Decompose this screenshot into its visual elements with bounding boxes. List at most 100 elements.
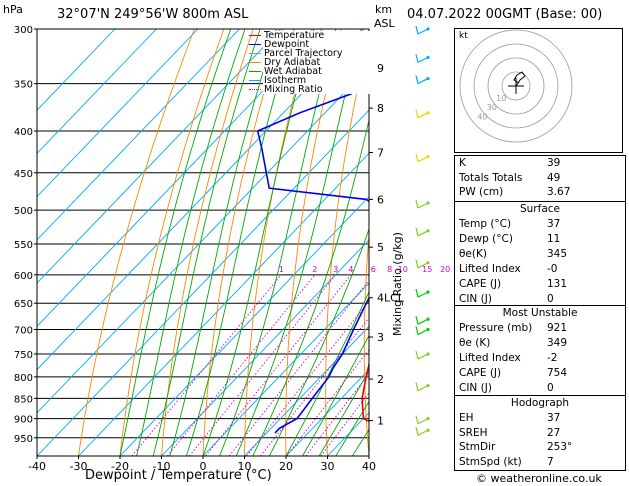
isotherm-line: [285, 368, 369, 456]
x-tick-label: 10: [238, 460, 252, 473]
isotherm-line: [37, 29, 240, 241]
legend-item: Temperature: [249, 31, 373, 40]
index-value: -2: [547, 352, 558, 364]
pressure-tick-label: 950: [14, 434, 33, 445]
wet-adiabat-line: [285, 290, 369, 456]
mixing-ratio-line: [131, 274, 282, 456]
index-row: θe (K) 349: [455, 336, 625, 351]
isotherm-line: [37, 29, 157, 155]
wind-barb-flag: [415, 259, 419, 268]
legend-label: Mixing Ratio: [264, 84, 323, 95]
wind-barb-dot: [426, 327, 430, 332]
index-row: CAPE (J) 754: [455, 366, 625, 381]
legend-label: Dry Adiabat: [264, 57, 321, 68]
mixing-ratio-line: [189, 274, 336, 456]
legend-item: Dry Adiabat: [249, 57, 373, 68]
legend: Temperature Dewpoint Parcel Trajectory Dry …: [249, 31, 373, 95]
mixing-ratio-label: 4: [348, 265, 353, 274]
valid-time-title: 04.07.2022 00GMT (Base: 00): [407, 7, 603, 22]
pressure-tick-label: 300: [14, 25, 33, 36]
pressure-tick-label: 700: [14, 326, 33, 337]
wind-barb-flag: [415, 326, 419, 335]
index-row: CAPE (J) 131: [455, 277, 625, 292]
isotherm-line: [161, 239, 369, 456]
wind-barb-staff: [417, 291, 429, 298]
x-tick-label: 30: [321, 460, 335, 473]
index-value: 37: [547, 412, 561, 424]
pressure-tick-label: 550: [14, 240, 33, 251]
indices-panel: K 39 Totals Totals 49 PW (cm) 3.67: [454, 155, 626, 203]
wind-barb-dot: [426, 27, 430, 31]
index-label: K: [459, 157, 466, 169]
index-label: θe (K): [459, 337, 491, 349]
wet-adiabat-line: [169, 29, 277, 456]
hodograph-stats-panel: Hodograph EH 37 SREH 27 StmDir 253° StmSpd (kt…: [454, 395, 626, 471]
pressure-tick-label: 600: [14, 271, 33, 282]
index-row: Temp (°C) 37: [455, 217, 625, 232]
index-label: SREH: [459, 426, 488, 439]
index-row: PW (cm) 3.67: [455, 185, 625, 200]
wind-barb-staff: [417, 112, 429, 119]
index-label: CAPE (J): [459, 367, 502, 379]
index-row: EH 37: [455, 411, 625, 426]
index-value: 11: [547, 233, 561, 245]
wind-barb-dot: [426, 352, 430, 356]
isotherm-line: [37, 29, 199, 198]
index-label: Temp (°C): [459, 218, 512, 230]
height-tick-label: 4LCL: [377, 292, 405, 305]
mixing-ratio-label: 1: [279, 265, 284, 274]
index-value: 3.67: [547, 186, 571, 198]
mixing-ratio-line: [205, 274, 352, 456]
legend-swatch: [249, 80, 261, 81]
wind-barb-flag: [415, 75, 419, 84]
height-tick-label: 1: [377, 415, 384, 428]
legend-label: Wet Adiabat: [264, 66, 322, 77]
legend-item: Mixing Ratio: [249, 84, 373, 95]
legend-label: Dewpoint: [264, 39, 310, 50]
x-axis-label: Dewpoint / Temperature (°C): [85, 468, 272, 483]
index-value: 49: [547, 171, 561, 184]
wind-barb-flag: [415, 153, 419, 162]
x-tick-label: 20: [279, 460, 293, 473]
pressure-tick-label: 650: [14, 299, 33, 310]
dry-adiabat-line: [78, 29, 195, 456]
legend-item: Wet Adiabat: [249, 66, 373, 77]
index-label: θe(K): [459, 248, 487, 260]
index-row: K 39: [455, 156, 625, 171]
most-unstable-title: Most Unstable: [502, 307, 578, 319]
pressure-tick-label: 350: [14, 80, 33, 91]
wind-barb-staff: [417, 156, 429, 163]
index-value: -0: [547, 263, 558, 275]
wind-barb-dot: [426, 76, 430, 81]
mixing-ratio-label: 6: [371, 265, 376, 274]
wind-barb-dot: [426, 155, 430, 159]
legend-swatch: [249, 53, 261, 54]
index-value: 7: [547, 455, 554, 468]
index-value: 253°: [547, 441, 573, 453]
wind-barb-dot: [426, 317, 430, 321]
mixing-ratio-label: 3: [333, 265, 338, 274]
mixing-ratio-label: 8: [387, 265, 392, 274]
wind-barb-staff: [417, 78, 429, 85]
wind-barb-staff: [417, 353, 429, 360]
isotherm-line: [37, 29, 323, 327]
index-value: 131: [547, 278, 568, 290]
wet-adiabat-line: [202, 29, 315, 456]
wind-barb-dot: [426, 201, 430, 205]
wind-barb-flag: [415, 199, 419, 209]
index-label: CIN (J): [459, 382, 492, 394]
surface-title: Surface: [519, 203, 560, 215]
hodograph-ring-label: 40: [477, 113, 487, 122]
index-label: Lifted Index: [459, 352, 521, 364]
hodograph-ring-label: 10: [496, 94, 506, 103]
index-row: CIN (J) 0: [455, 381, 625, 396]
mixing-ratio-label: 10: [398, 265, 408, 274]
wind-barb-dot: [426, 229, 430, 233]
index-value: 37: [547, 218, 561, 230]
hodograph-ring-label: 30: [487, 103, 497, 112]
pressure-tick-label: 450: [14, 169, 33, 180]
index-label: EH: [459, 412, 474, 424]
legend-item: Parcel Trajectory: [249, 49, 373, 58]
index-value: 27: [547, 426, 561, 439]
